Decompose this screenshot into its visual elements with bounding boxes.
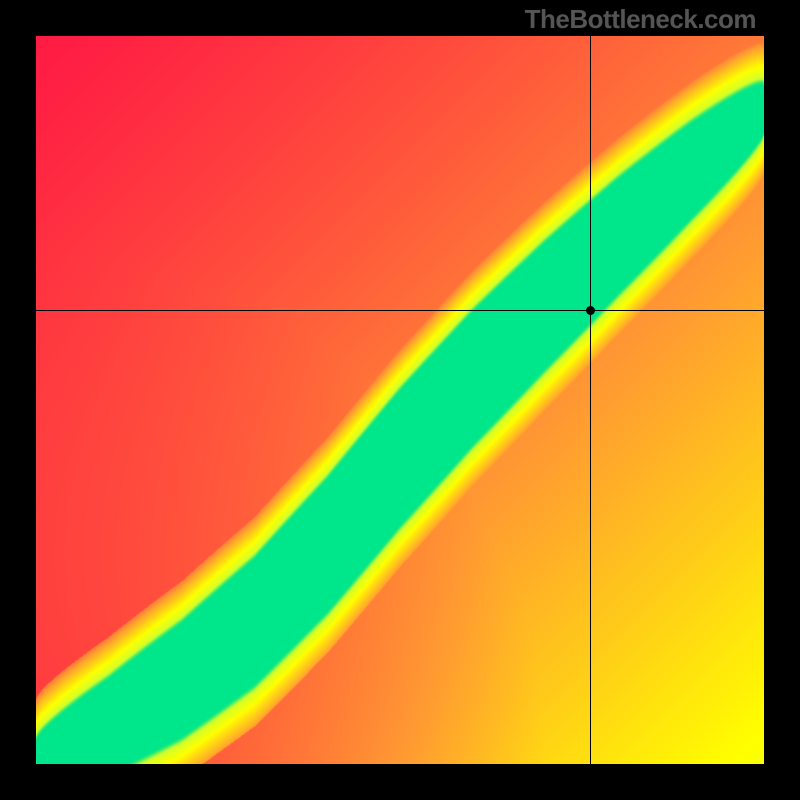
crosshair-horizontal <box>36 310 764 311</box>
chart-outer: TheBottleneck.com <box>0 0 800 800</box>
heatmap-canvas <box>36 36 764 764</box>
plot-area <box>36 36 764 764</box>
watermark-text: TheBottleneck.com <box>525 4 756 35</box>
crosshair-vertical <box>590 36 591 764</box>
